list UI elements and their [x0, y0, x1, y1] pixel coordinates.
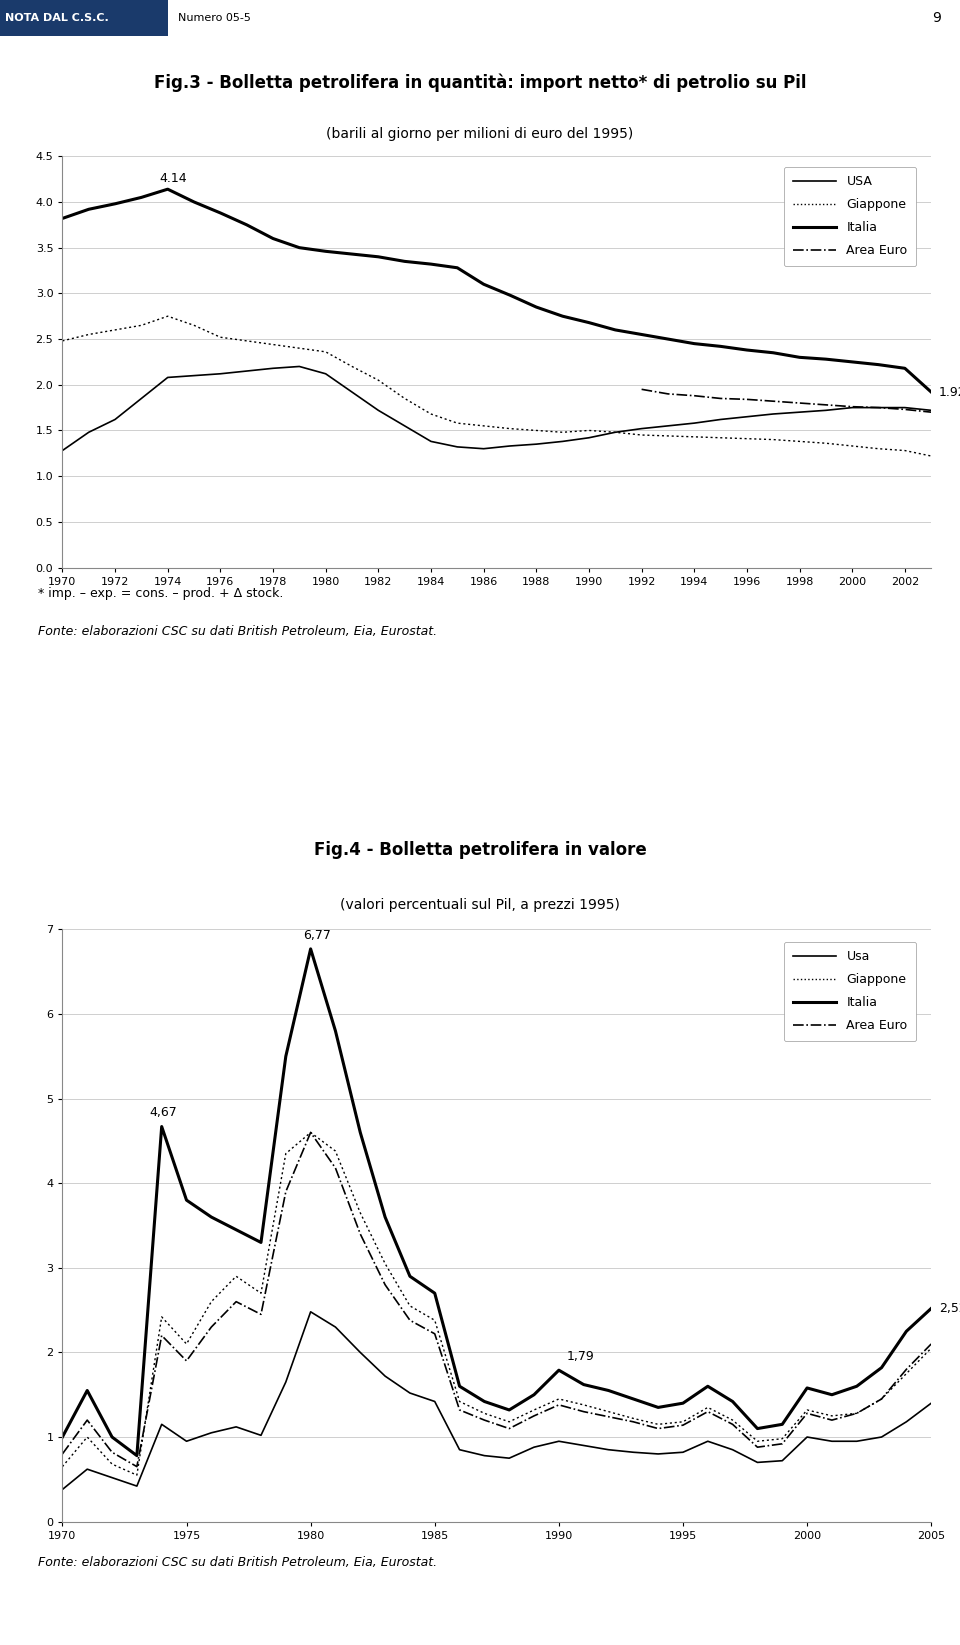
Text: 9: 9 — [932, 12, 941, 25]
Text: * imp. – exp. = cons. – prod. + Δ stock.: * imp. – exp. = cons. – prod. + Δ stock. — [38, 587, 284, 600]
Text: Fonte: elaborazioni CSC su dati British Petroleum, Eia, Eurostat.: Fonte: elaborazioni CSC su dati British … — [38, 625, 438, 638]
Legend: Usa, Giappone, Italia, Area Euro: Usa, Giappone, Italia, Area Euro — [784, 941, 916, 1041]
Text: 1.92: 1.92 — [939, 385, 960, 398]
Legend: USA, Giappone, Italia, Area Euro: USA, Giappone, Italia, Area Euro — [784, 166, 916, 266]
Text: 4,67: 4,67 — [149, 1107, 177, 1119]
Bar — [0, 0, 168, 36]
Text: 4.14: 4.14 — [159, 171, 187, 184]
Text: NOTA DAL C.S.C.: NOTA DAL C.S.C. — [5, 13, 108, 23]
Text: 1,79: 1,79 — [566, 1351, 594, 1364]
Text: Fonte: elaborazioni CSC su dati British Petroleum, Eia, Eurostat.: Fonte: elaborazioni CSC su dati British … — [38, 1556, 438, 1569]
Text: 2,52: 2,52 — [939, 1301, 960, 1314]
Text: Numero 05-5: Numero 05-5 — [178, 13, 251, 23]
Text: (barili al giorno per milioni di euro del 1995): (barili al giorno per milioni di euro de… — [326, 127, 634, 141]
Text: 6,77: 6,77 — [303, 929, 331, 941]
Text: (valori percentuali sul Pil, a prezzi 1995): (valori percentuali sul Pil, a prezzi 19… — [340, 898, 620, 911]
Text: Fig.3 - Bolletta petrolifera in quantità: import netto* di petrolio su Pil: Fig.3 - Bolletta petrolifera in quantità… — [154, 74, 806, 92]
Text: Fig.4 - Bolletta petrolifera in valore: Fig.4 - Bolletta petrolifera in valore — [314, 842, 646, 859]
